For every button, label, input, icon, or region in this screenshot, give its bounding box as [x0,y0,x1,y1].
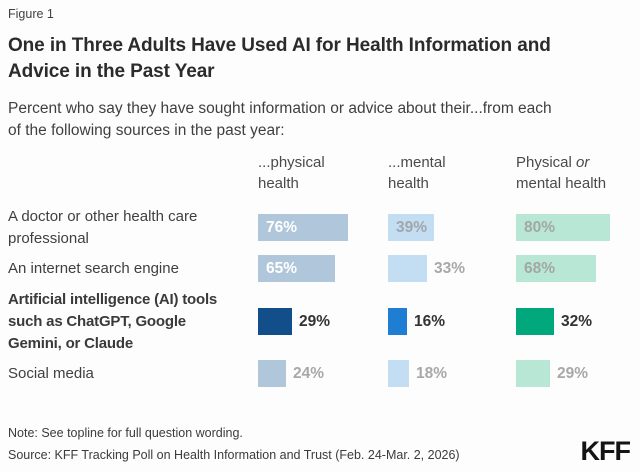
bar-social-media-physical-health [258,360,286,387]
column-header-text: health [258,175,299,192]
bar-ai-tools-mental-health [388,308,407,335]
bar-social-media-mental-health [388,360,409,387]
column-header-text: or [576,154,590,171]
bar-social-media-physical-or-mental-health [516,360,550,387]
column-header-text: Physical [516,154,577,171]
value-label-social-media-physical-health: 24% [293,364,325,382]
source-text: Source: KFF Tracking Poll on Health Info… [8,448,460,462]
row-label-social-media: Social media [8,364,94,382]
value-label-doctor-mental-health: 39% [396,218,428,236]
chart-title: One in Three Adults Have Used AI for Hea… [8,35,551,82]
value-label-ai-tools-mental-health: 16% [414,312,446,330]
column-header-mental-health: ...mental health [388,152,446,194]
row-label-doctor: A doctor or other health care profession… [8,207,198,247]
bar-doctor-physical-health [258,214,348,241]
value-label-search-engine-mental-health: 33% [434,259,466,277]
column-header-text: mental health [516,175,607,192]
bar-search-engine-mental-health [388,255,427,282]
row-label-search-engine: An internet search engine [8,259,179,277]
value-label-doctor-physical-health: 76% [266,218,298,236]
bar-search-engine-physical-or-mental-health [516,255,596,282]
column-header-physical-health: ...physical health [258,152,325,194]
chart-subtitle: Percent who say they have sought informa… [8,100,552,139]
column-header-text: health [388,175,429,192]
bar-doctor-mental-health [388,214,434,241]
bar-search-engine-physical-health [258,255,335,282]
column-header-text: ...mental [388,154,446,171]
note-text: Note: See topline for full question word… [8,426,243,440]
chart: ...physical health ...mental health Physical… [8,152,636,396]
value-label-search-engine-physical-health: 65% [266,259,298,277]
value-label-ai-tools-physical-health: 29% [299,312,331,330]
value-label-doctor-physical-or-mental-health: 80% [524,218,556,236]
column-header-physical-or-mental-health: Physical or mental health [516,152,606,194]
figure-label: Figure 1 [8,7,54,21]
value-label-ai-tools-physical-or-mental-health: 32% [561,312,593,330]
value-label-search-engine-physical-or-mental-health: 68% [524,259,556,277]
bar-ai-tools-physical-health [258,308,292,335]
value-label-social-media-physical-or-mental-health: 29% [557,364,589,382]
kff-logo: KFF [580,436,631,466]
value-label-social-media-mental-health: 18% [416,364,448,382]
column-header-text: ...physical [258,154,325,171]
bar-doctor-physical-or-mental-health [516,214,610,241]
bar-ai-tools-physical-or-mental-health [516,308,554,335]
row-label-ai-tools: Artificial intelligence (AI) tools such … [8,290,218,352]
